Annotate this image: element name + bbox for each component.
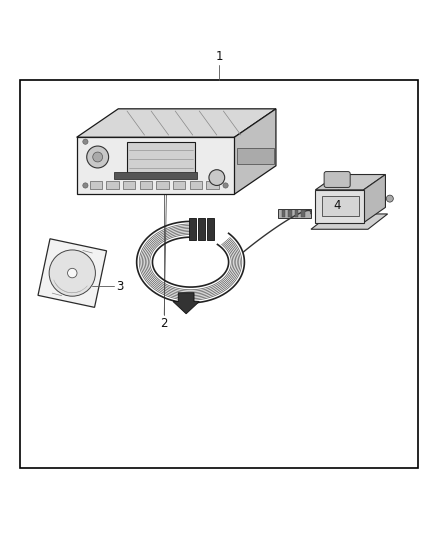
FancyBboxPatch shape — [324, 172, 350, 188]
Bar — [173, 181, 185, 189]
Circle shape — [223, 183, 228, 188]
Polygon shape — [234, 109, 276, 194]
Circle shape — [67, 268, 77, 278]
Polygon shape — [315, 190, 364, 223]
Circle shape — [93, 152, 102, 162]
Bar — [106, 181, 119, 189]
Bar — [288, 210, 292, 217]
Bar — [206, 181, 219, 189]
Polygon shape — [364, 174, 385, 223]
Bar — [127, 142, 195, 174]
Bar — [237, 148, 274, 164]
Polygon shape — [311, 214, 388, 229]
Bar — [190, 181, 202, 189]
Bar — [295, 210, 298, 217]
Circle shape — [386, 195, 393, 202]
Bar — [189, 219, 196, 240]
Circle shape — [209, 169, 225, 185]
Polygon shape — [315, 174, 385, 190]
Text: 4: 4 — [333, 199, 341, 212]
Bar — [140, 181, 152, 189]
Bar — [156, 181, 169, 189]
Bar — [114, 172, 197, 179]
Polygon shape — [322, 197, 359, 216]
Bar — [301, 210, 305, 217]
Circle shape — [83, 183, 88, 188]
Polygon shape — [38, 239, 106, 308]
Bar — [282, 210, 285, 217]
Bar — [198, 219, 205, 240]
Bar — [90, 181, 102, 189]
Bar — [278, 209, 311, 219]
Bar — [20, 80, 418, 468]
Circle shape — [87, 146, 109, 168]
Polygon shape — [173, 293, 199, 314]
Bar — [207, 219, 214, 240]
Text: 2: 2 — [160, 317, 168, 330]
Polygon shape — [77, 109, 276, 138]
Circle shape — [83, 139, 88, 144]
Polygon shape — [77, 138, 234, 194]
Circle shape — [49, 250, 95, 296]
Bar — [123, 181, 135, 189]
Text: 1: 1 — [215, 50, 223, 63]
Text: 3: 3 — [116, 280, 124, 293]
